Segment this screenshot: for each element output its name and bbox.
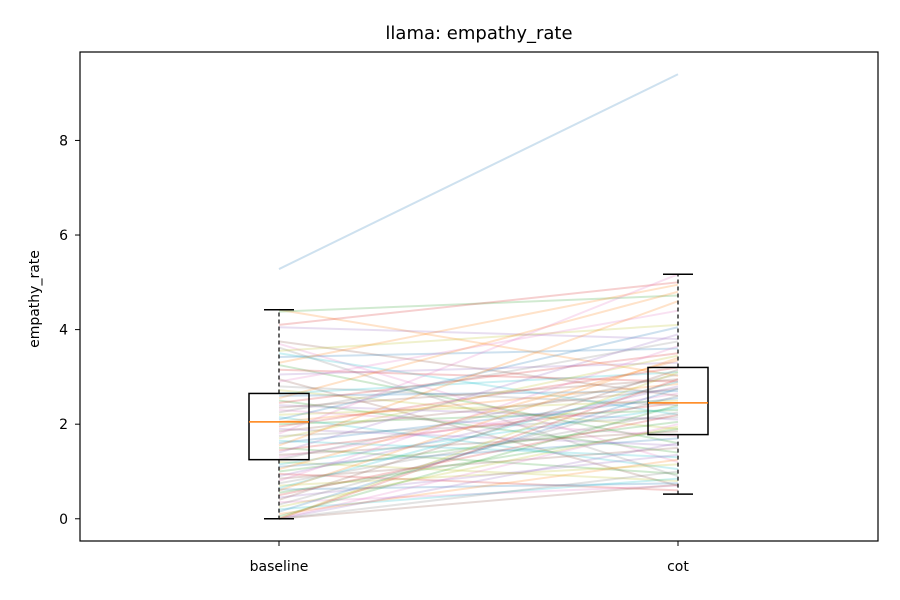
paired-line bbox=[278, 345, 679, 482]
paired-line bbox=[278, 364, 679, 445]
paired-line bbox=[278, 385, 679, 407]
paired-line bbox=[278, 423, 679, 520]
x-tick-label: baseline bbox=[250, 559, 309, 575]
paired-line bbox=[278, 425, 679, 508]
paired-line bbox=[278, 399, 679, 416]
paired-line bbox=[278, 427, 679, 447]
paired-line bbox=[278, 394, 679, 506]
paired-line bbox=[278, 404, 679, 518]
paired-line bbox=[278, 359, 679, 471]
box-iqr bbox=[647, 366, 709, 436]
paired-line bbox=[278, 409, 679, 426]
paired-line bbox=[278, 387, 679, 433]
paired-line bbox=[278, 326, 679, 421]
paired-line bbox=[278, 378, 679, 409]
paired-line bbox=[278, 340, 679, 397]
paired-line bbox=[278, 373, 679, 461]
plot-frame bbox=[79, 51, 879, 542]
paired-line bbox=[278, 340, 679, 414]
paired-line bbox=[278, 399, 679, 454]
paired-line bbox=[278, 420, 679, 473]
paired-line bbox=[278, 387, 679, 513]
paired-line bbox=[278, 378, 679, 487]
y-tick-label: 6 bbox=[59, 228, 68, 244]
y-tick-label: 2 bbox=[59, 417, 68, 433]
paired-line bbox=[278, 309, 679, 383]
paired-line bbox=[278, 484, 679, 504]
paired-line bbox=[278, 470, 679, 520]
paired-line bbox=[278, 458, 679, 516]
paired-line bbox=[278, 357, 679, 492]
paired-line bbox=[278, 427, 679, 494]
paired-line bbox=[278, 406, 679, 466]
paired-line bbox=[278, 416, 679, 471]
paired-line bbox=[278, 354, 679, 440]
paired-line bbox=[278, 294, 679, 313]
y-axis-label: empathy_rate bbox=[27, 250, 43, 348]
paired-line bbox=[278, 385, 679, 478]
paired-line bbox=[278, 273, 679, 435]
paired-line bbox=[278, 300, 679, 447]
paired-line bbox=[278, 371, 679, 520]
paired-line bbox=[278, 483, 679, 520]
paired-line bbox=[278, 371, 679, 395]
paired-line bbox=[278, 290, 679, 400]
paired-line bbox=[278, 326, 679, 341]
paired-line bbox=[278, 439, 679, 459]
paired-lines-group bbox=[278, 73, 679, 520]
y-tick-label: 0 bbox=[59, 512, 68, 528]
paired-line bbox=[278, 323, 679, 352]
paired-line bbox=[278, 366, 679, 428]
paired-line bbox=[278, 442, 679, 520]
y-tick-label: 4 bbox=[59, 323, 68, 339]
paired-line bbox=[278, 463, 679, 487]
x-axis-ticks: baseline cot bbox=[250, 541, 689, 575]
paired-line bbox=[278, 411, 679, 485]
paired-line bbox=[278, 416, 679, 438]
paired-line bbox=[278, 437, 679, 468]
paired-line bbox=[278, 389, 679, 430]
paired-line bbox=[278, 430, 679, 456]
paired-line bbox=[278, 333, 679, 454]
paired-line bbox=[278, 392, 679, 459]
paired-line bbox=[278, 409, 679, 438]
paired-line bbox=[278, 477, 679, 511]
x-tick-label: cot bbox=[667, 559, 689, 575]
paired-line bbox=[278, 461, 679, 482]
paired-line bbox=[278, 472, 679, 492]
box-iqr bbox=[248, 392, 310, 461]
paired-line bbox=[278, 446, 679, 475]
paired-line bbox=[278, 73, 679, 270]
paired-line bbox=[278, 446, 679, 480]
paired-line bbox=[278, 346, 679, 478]
paired-line bbox=[278, 482, 679, 491]
paired-line bbox=[278, 378, 679, 520]
paired-line bbox=[278, 361, 679, 376]
paired-line bbox=[278, 283, 679, 364]
paired-line bbox=[278, 368, 679, 383]
y-tick-label: 8 bbox=[59, 133, 68, 149]
paired-line bbox=[278, 347, 679, 359]
paired-line bbox=[278, 397, 679, 445]
paired-line bbox=[278, 281, 679, 326]
paired-line bbox=[278, 342, 679, 463]
paired-line bbox=[278, 352, 679, 416]
paired-line bbox=[278, 380, 679, 489]
paired-line bbox=[278, 368, 679, 501]
chart-title: llama: empathy_rate bbox=[385, 23, 572, 44]
paired-line bbox=[278, 453, 679, 499]
paired-line bbox=[278, 404, 679, 421]
y-axis-ticks: 0 2 4 6 8 bbox=[59, 133, 80, 528]
paired-line bbox=[278, 352, 679, 404]
boxplot-group bbox=[248, 273, 709, 520]
paired-line bbox=[278, 401, 679, 452]
paired-line bbox=[278, 308, 679, 377]
paired-line bbox=[278, 413, 679, 497]
paired-line bbox=[278, 382, 679, 423]
paired-line bbox=[278, 390, 679, 397]
